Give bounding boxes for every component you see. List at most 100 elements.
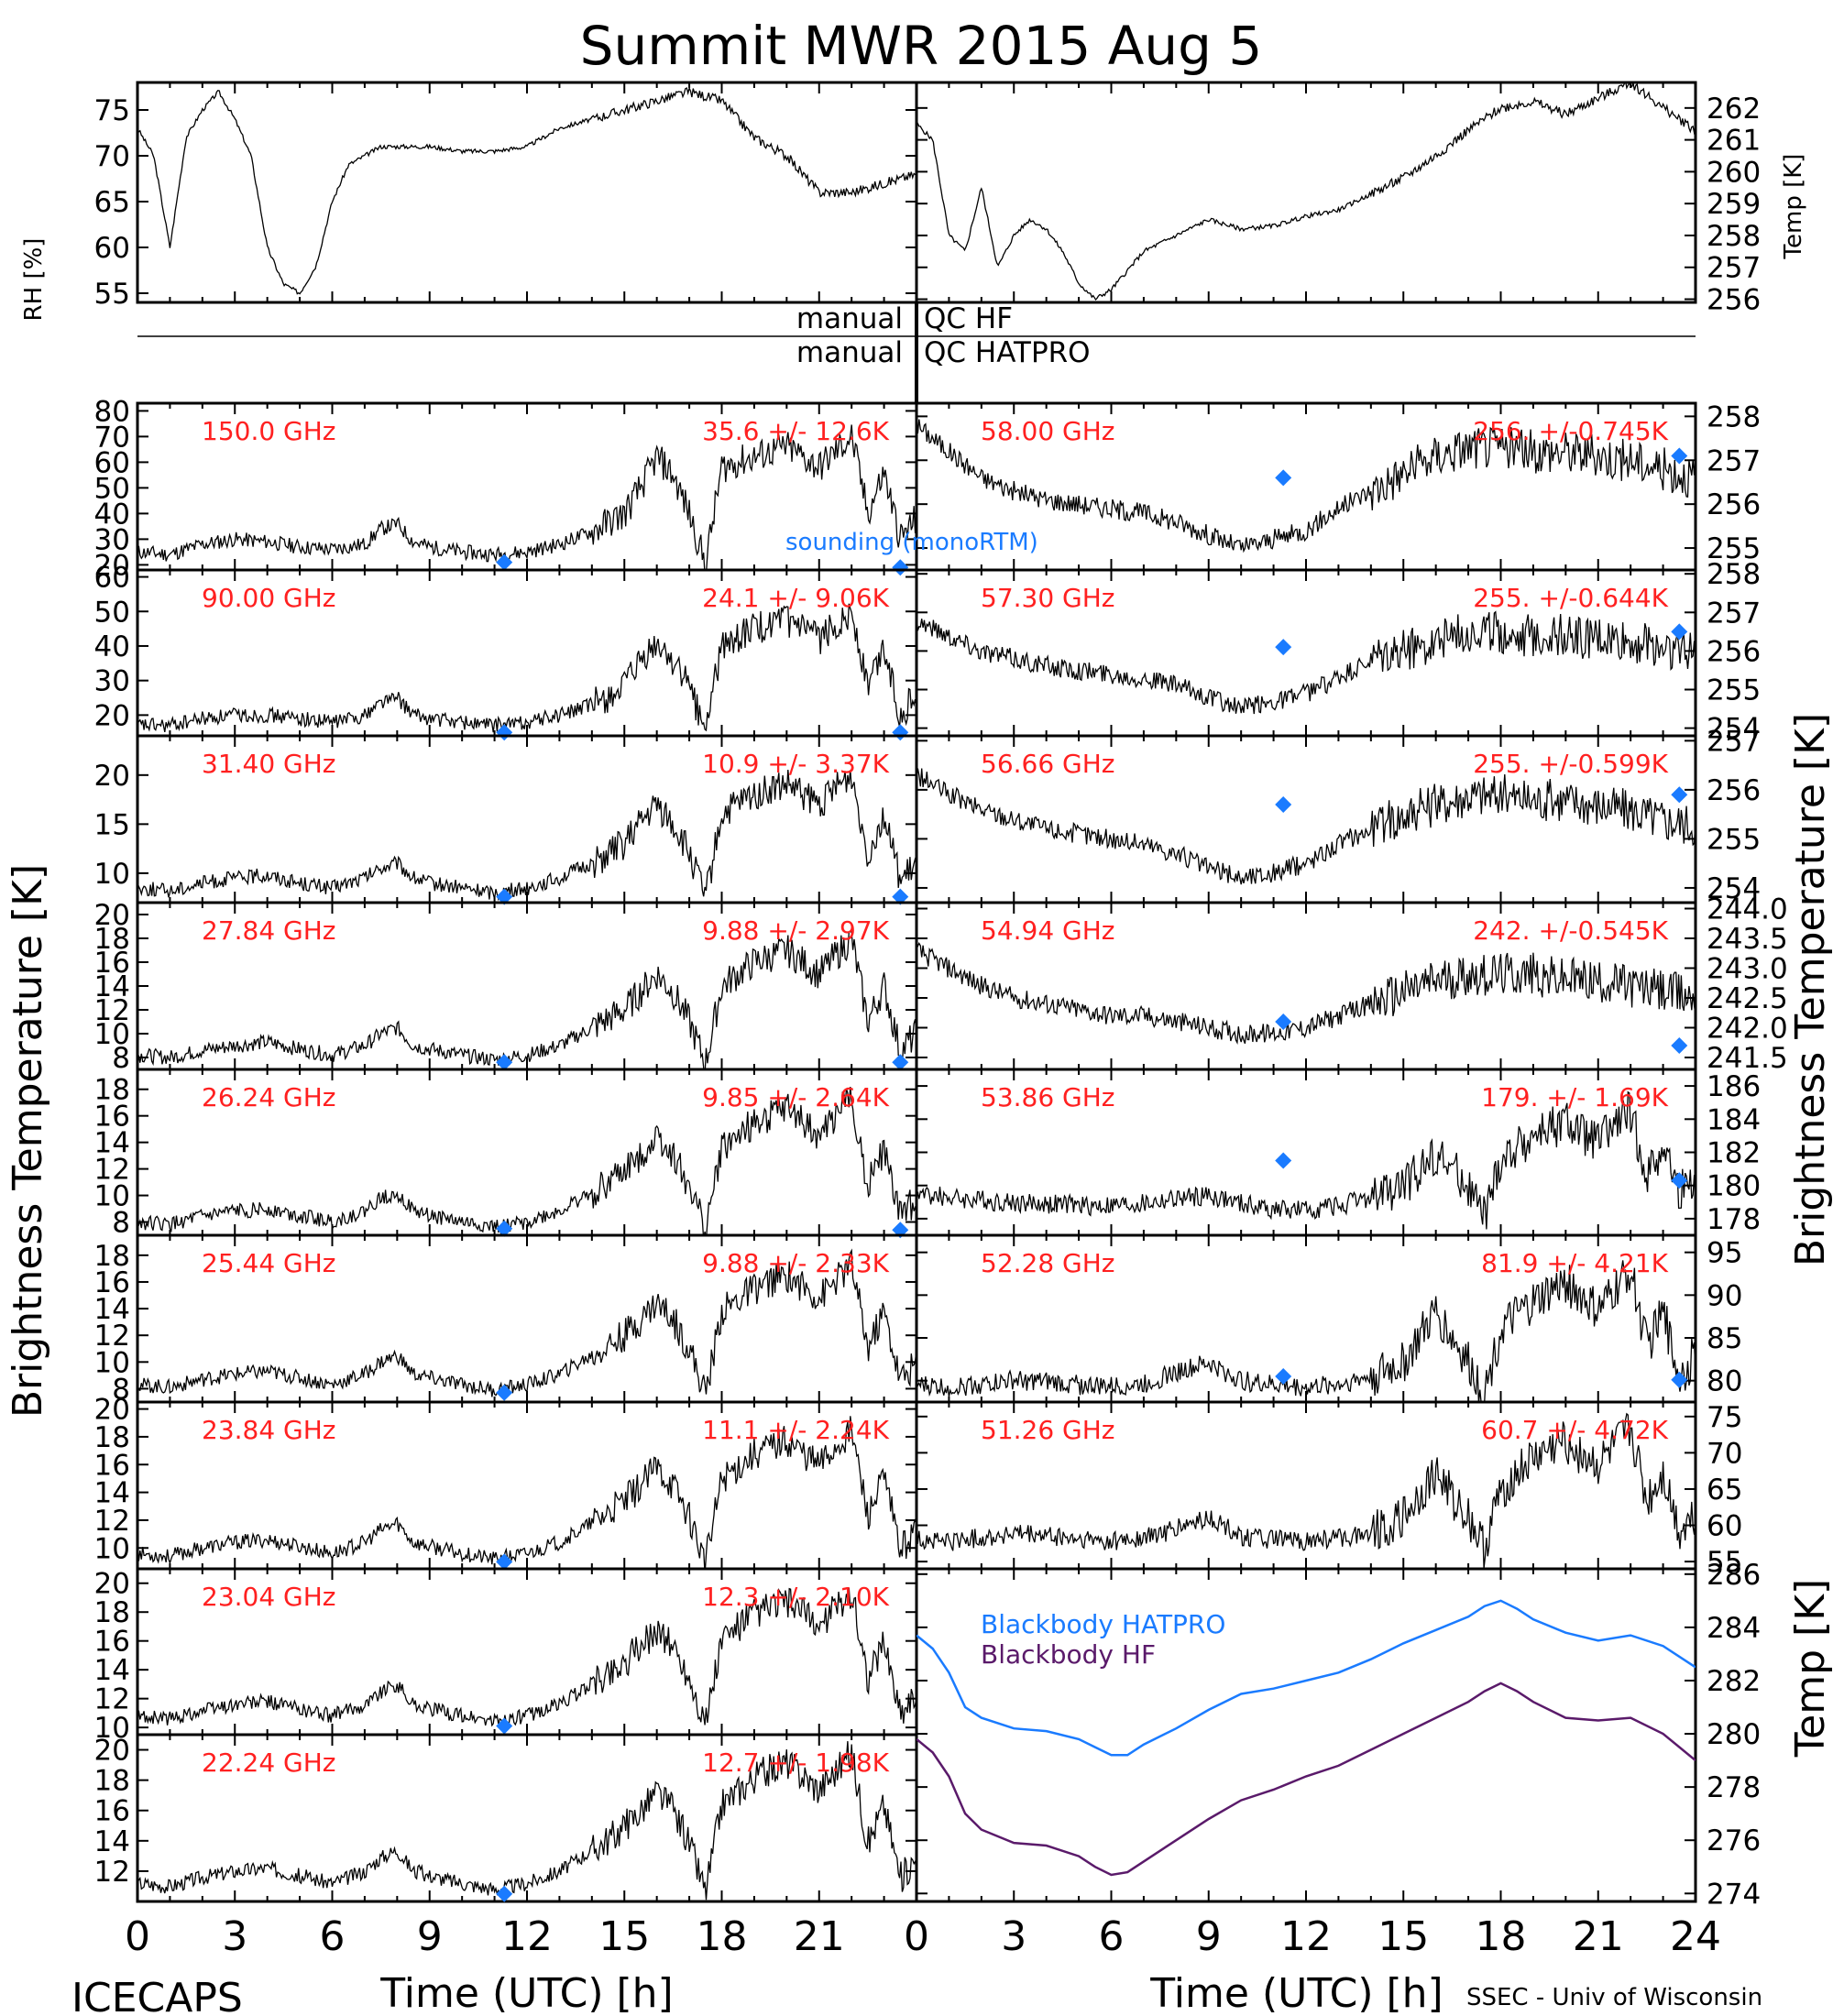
hf-0-ytick-label: 80	[94, 395, 130, 428]
blackbody-data	[916, 1599, 1696, 1877]
hf-7-ytick-label: 14	[94, 1654, 130, 1687]
hatpro-5-panel: 80 85 90 95 52.28 GHz 81.9 +/- 4.21K	[915, 1233, 1742, 1404]
hatpro-1-sounding-point	[1275, 639, 1292, 656]
rh-ytick-label: 60	[94, 232, 130, 265]
hf-3-ytick-label: 8	[112, 1042, 130, 1075]
hatpro-axis-label: Brightness Temperature [K]	[1787, 713, 1833, 1266]
hatpro-5-data	[916, 1260, 1696, 1402]
x-tick-label-right: 24	[1670, 1913, 1721, 1960]
hf-4-channel-label: 26.24 GHz	[202, 1082, 336, 1112]
legend-hatpro: Blackbody HATPRO	[981, 1609, 1225, 1639]
blackbody-series-line	[916, 1599, 1696, 1757]
hf-1-channel-label: 90.00 GHz	[202, 583, 336, 613]
temp-ytick-label: 262	[1707, 93, 1761, 126]
hatpro-4-stat-label: 179. +/- 1.69K	[1481, 1082, 1668, 1112]
hf-6-data	[137, 1416, 916, 1569]
temp-ytick-label: 260	[1707, 156, 1761, 189]
hatpro-6-channel-label: 51.26 GHz	[981, 1415, 1115, 1445]
hatpro-4-series-line	[916, 1090, 1696, 1230]
hatpro-2-ytick-label: 255	[1707, 823, 1761, 856]
hf-3-series-line	[137, 930, 916, 1069]
hf-5-ytick-label: 18	[94, 1240, 130, 1273]
hf-1-ytick-label: 40	[94, 630, 130, 663]
x-tick-label-right: 21	[1573, 1913, 1624, 1960]
hf-8-data	[137, 1741, 916, 1901]
hf-2-ytick-label: 10	[94, 858, 130, 891]
hatpro-5-series-line	[916, 1260, 1696, 1402]
x-axis-label-right: Time (UTC) [h]	[1149, 1970, 1443, 2016]
hatpro-6-ytick-label: 70	[1707, 1437, 1742, 1470]
blackbody-ytick-label: 286	[1707, 1559, 1761, 1592]
hf-5-ytick-label: 14	[94, 1293, 130, 1326]
hatpro-0-sounding-point	[1275, 469, 1292, 487]
hf-1-data	[137, 603, 916, 733]
rh-ytick-label: 70	[94, 140, 130, 173]
hatpro-5-sounding-point	[1671, 1371, 1688, 1388]
hf-6-sounding-point	[496, 1553, 513, 1571]
hatpro-1-stat-label: 255. +/-0.644K	[1473, 583, 1668, 613]
hf-7-data	[137, 1587, 916, 1727]
hf-3-ytick-label: 18	[94, 923, 130, 956]
hf-8-stat-label: 12.7 +/- 1.98K	[702, 1748, 889, 1778]
x-tick-label-left: 12	[501, 1913, 553, 1960]
x-tick-label-right: 12	[1280, 1913, 1332, 1960]
hatpro-4-channel-label: 53.86 GHz	[981, 1082, 1115, 1112]
hatpro-3-channel-label: 54.94 GHz	[981, 915, 1115, 946]
temp-ytick-label: 258	[1707, 220, 1761, 253]
rh-ytick-label: 75	[94, 94, 130, 127]
x-tick-label-right: 15	[1377, 1913, 1429, 1960]
temp-frame	[915, 81, 1697, 304]
hatpro-4-ytick-label: 184	[1707, 1103, 1761, 1136]
hatpro-2-ytick-label: 256	[1707, 774, 1761, 807]
hf-8-ytick-label: 20	[94, 1735, 130, 1768]
hatpro-4-ytick-label: 178	[1707, 1203, 1761, 1236]
hf-5-series-line	[137, 1248, 916, 1397]
hatpro-3-sounding-point	[1275, 1013, 1292, 1030]
footer-right: SSEC - Univ of Wisconsin	[1466, 1984, 1762, 2011]
hf-8-ytick-label: 14	[94, 1825, 130, 1858]
rh-ytick-label: 65	[94, 186, 130, 219]
hf-7-channel-label: 23.04 GHz	[202, 1582, 336, 1612]
hatpro-3-ytick-label: 242.5	[1707, 982, 1788, 1015]
hatpro-4-sounding-point	[1275, 1152, 1292, 1169]
hf-7-stat-label: 12.3 +/- 2.10K	[702, 1582, 889, 1612]
hatpro-0-ytick-label: 258	[1707, 400, 1761, 433]
rh-frame	[136, 81, 918, 304]
hatpro-2-series-line	[916, 768, 1696, 885]
qc-hf-left-label: manual	[796, 302, 903, 335]
hf-2-ytick-label: 20	[94, 760, 130, 793]
temp-series-line	[916, 82, 1696, 301]
hf-7-ytick-label: 10	[94, 1712, 130, 1745]
temp-ytick-label: 259	[1707, 188, 1761, 221]
hf-4-sounding-point	[496, 1220, 513, 1237]
hf-0-series-line	[137, 424, 916, 570]
hatpro-0-channel-label: 58.00 GHz	[981, 416, 1115, 446]
hf-6-ytick-label: 10	[94, 1532, 130, 1565]
hf-7-sounding-point	[496, 1717, 513, 1735]
hf-6-ytick-label: 20	[94, 1394, 130, 1427]
hatpro-2-ytick-label: 257	[1707, 725, 1761, 758]
hf-1-series-line	[137, 603, 916, 733]
hatpro-4-ytick-label: 186	[1707, 1070, 1761, 1103]
hf-5-stat-label: 9.88 +/- 2.33K	[702, 1248, 889, 1278]
x-tick-label-right: 0	[904, 1913, 929, 1960]
hf-7-ytick-label: 18	[94, 1596, 130, 1629]
x-tick-label-right: 18	[1476, 1913, 1527, 1960]
rh-series-line	[137, 86, 916, 295]
hf-3-ytick-label: 14	[94, 970, 130, 1003]
hf-6-ytick-label: 16	[94, 1449, 130, 1482]
temp-ytick-label: 256	[1707, 284, 1761, 317]
x-tick-label-left: 18	[697, 1913, 748, 1960]
hf-1-ytick-label: 20	[94, 699, 130, 732]
chart-title: Summit MWR 2015 Aug 5	[580, 15, 1263, 77]
hf-4-data	[137, 1087, 916, 1235]
hatpro-6-ytick-label: 65	[1707, 1474, 1742, 1507]
blackbody-series-line	[916, 1682, 1696, 1877]
hf-3-sounding-point	[496, 1054, 513, 1071]
hatpro-6-stat-label: 60.7 +/- 4.72K	[1481, 1415, 1668, 1445]
